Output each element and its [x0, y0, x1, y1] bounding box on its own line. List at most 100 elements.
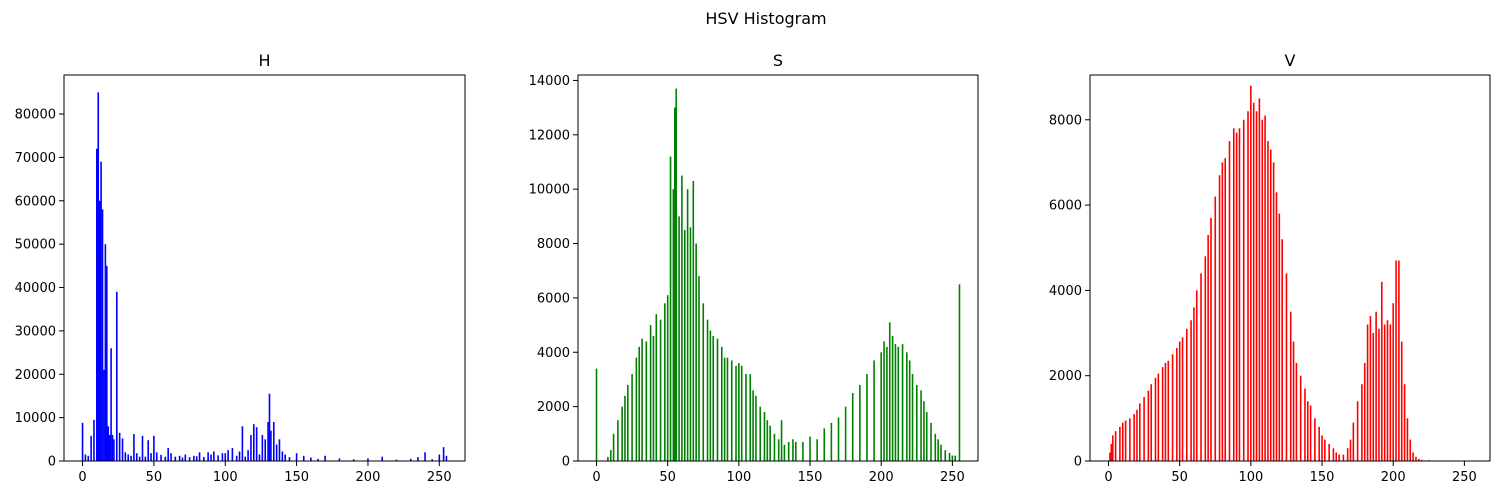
histogram-bar	[281, 451, 284, 461]
histogram-bar	[195, 456, 198, 461]
x-tick-label: 0	[592, 470, 600, 485]
histogram-bar	[655, 314, 658, 461]
histogram-bar	[1418, 458, 1420, 461]
histogram-bar	[181, 457, 184, 461]
panel-title: H	[258, 51, 270, 70]
histogram-bar	[1352, 422, 1355, 461]
histogram-bar	[155, 452, 158, 461]
histogram-bar	[235, 455, 238, 461]
histogram-bar	[712, 335, 715, 461]
y-tick-label: 8000	[1049, 113, 1082, 128]
histogram-bar	[1314, 418, 1316, 461]
histogram-bar	[830, 422, 833, 461]
x-tick-label: 0	[78, 470, 86, 485]
histogram-bar	[1400, 341, 1403, 461]
histogram-bar	[224, 453, 227, 461]
x-tick-label: 250	[1452, 470, 1477, 485]
histogram-bar	[1335, 452, 1338, 461]
histogram-bar	[709, 330, 712, 461]
histogram-bar	[816, 439, 818, 461]
y-tick-label: 20000	[15, 368, 56, 383]
histogram-bar	[270, 430, 272, 461]
histogram-bar	[160, 454, 162, 461]
histogram-bar	[81, 422, 84, 461]
axes-frame	[63, 74, 466, 462]
histogram-bar	[98, 200, 101, 461]
histogram-bar	[1252, 102, 1255, 461]
histogram-bar	[735, 365, 737, 461]
histogram-bar	[1363, 362, 1366, 461]
histogram-bar	[1275, 192, 1278, 462]
y-tick-label: 6000	[537, 291, 570, 306]
figure-title: HSV Histogram	[705, 9, 826, 28]
histogram-bar	[170, 453, 172, 461]
histogram-bar	[683, 229, 686, 461]
histogram-bar	[144, 456, 147, 461]
histogram-bar	[1378, 328, 1380, 461]
histogram-bar	[107, 426, 110, 461]
histogram-bar	[324, 455, 326, 461]
histogram-bar	[695, 243, 697, 461]
histogram-bar	[272, 421, 275, 461]
histogram-bar	[1242, 119, 1245, 461]
panel-v: V 0 50 100 150 200 250 0 2000 4000 6000 8000	[1049, 51, 1491, 485]
histogram-bar	[769, 425, 771, 461]
histogram-bar	[894, 344, 897, 461]
histogram-bar	[809, 436, 811, 461]
histogram-bar	[649, 325, 652, 461]
histogram-bar	[261, 434, 264, 461]
histogram-bar	[424, 452, 426, 461]
histogram-bar	[87, 455, 90, 461]
histogram-bar	[1238, 128, 1241, 461]
histogram-bar	[723, 357, 726, 461]
histogram-bar	[1306, 401, 1309, 461]
histogram-bar	[1420, 459, 1423, 461]
histogram-bar	[203, 457, 205, 461]
histogram-bar	[193, 455, 195, 461]
histogram-bar	[934, 433, 937, 461]
histogram-bar	[755, 395, 757, 461]
histogram-bar	[759, 406, 762, 461]
y-tick-label: 10000	[15, 411, 56, 426]
y-tick-label: 50000	[15, 238, 56, 253]
x-tick-label: 150	[798, 470, 823, 485]
histogram-bar	[940, 444, 942, 461]
histogram-bar	[1210, 217, 1212, 461]
histogram-bar	[127, 454, 130, 461]
histogram-bar	[438, 454, 441, 461]
histogram-bar	[84, 454, 87, 461]
histogram-bar	[664, 303, 666, 461]
histogram-bar	[763, 412, 766, 461]
histogram-bar	[244, 456, 247, 461]
histogram-bar	[101, 209, 104, 461]
histogram-bar	[897, 346, 900, 461]
panel-s: S 0 50 100 150 200 250 0 2000 4000 6000 8000 10000 12…	[529, 51, 979, 485]
histogram-bar	[1318, 426, 1320, 461]
histogram-bar	[1136, 409, 1138, 461]
histogram-bar	[621, 406, 623, 461]
histogram-bar	[1285, 273, 1288, 461]
histogram-bar	[702, 303, 705, 461]
histogram-bar	[1389, 324, 1392, 461]
histogram-bar	[1356, 401, 1359, 461]
x-tick-label: 200	[1381, 470, 1406, 485]
histogram-bar	[802, 441, 804, 461]
histogram-bar	[275, 444, 278, 461]
histogram-bar	[678, 216, 680, 461]
histogram-bar	[1193, 307, 1195, 461]
histogram-bar	[1255, 111, 1258, 461]
histogram-bar	[1395, 260, 1397, 461]
y-tick-label: 2000	[1049, 369, 1082, 384]
histogram-bar	[923, 401, 925, 461]
histogram-bar	[930, 422, 932, 461]
histogram-bar	[937, 439, 939, 461]
histogram-bar	[638, 346, 641, 461]
histogram-bar	[925, 412, 928, 461]
histogram-bar	[1383, 324, 1386, 461]
histogram-bar	[118, 432, 121, 461]
histogram-bar	[1258, 98, 1261, 462]
histogram-bar	[317, 458, 319, 461]
histogram-bar	[1114, 431, 1117, 461]
histogram-bar	[1403, 384, 1406, 461]
